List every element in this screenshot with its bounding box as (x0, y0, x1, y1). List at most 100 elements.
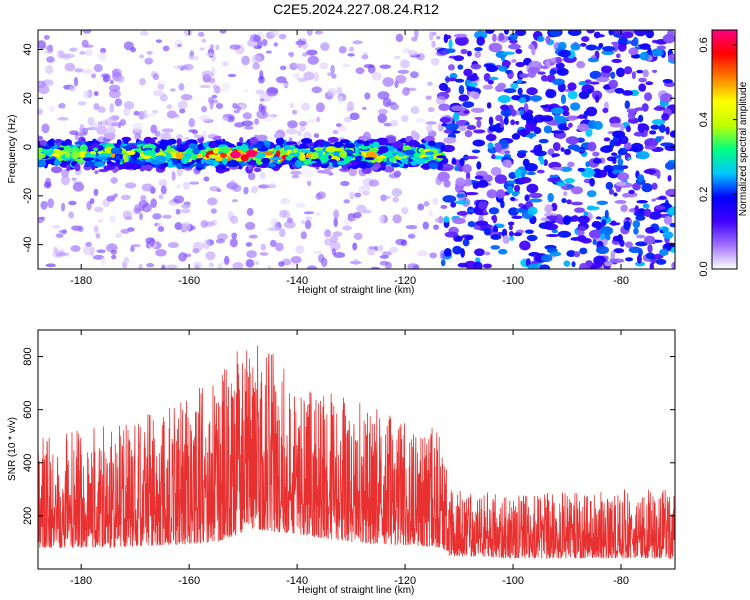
heatmap-cell (276, 76, 287, 84)
heatmap-cell (38, 146, 44, 154)
heatmap-cell (245, 242, 253, 247)
heatmap-cell (347, 53, 355, 57)
heatmap-cell (570, 42, 581, 51)
heatmap-cell (150, 124, 158, 134)
heatmap-cell (634, 107, 647, 111)
heatmap-cell (595, 34, 605, 38)
heatmap-cell (320, 42, 330, 51)
heatmap-cell (48, 105, 56, 112)
heatmap-cell (610, 71, 616, 80)
heatmap-cell (543, 125, 553, 134)
heatmap-cell (664, 161, 675, 171)
heatmap-cell (615, 53, 621, 59)
heatmap-cell (475, 220, 489, 226)
heatmap-cell (300, 102, 311, 111)
heatmap-cell (364, 92, 371, 100)
heatmap-cell (600, 232, 605, 241)
heatmap-cell (246, 39, 257, 47)
heatmap-cell (602, 46, 616, 52)
heatmap-cell (212, 84, 218, 90)
heatmap-cell (509, 39, 518, 44)
heatmap-cell (476, 180, 489, 188)
heatmap-cell (634, 261, 646, 267)
heatmap-cell (95, 232, 101, 239)
heatmap-cell (454, 165, 459, 172)
heatmap-cell (352, 211, 362, 219)
heatmap-cell (560, 147, 565, 152)
heatmap-cell (450, 201, 457, 208)
heatmap-cell (249, 159, 257, 166)
heatmap-cell (610, 250, 616, 260)
heatmap-cell (71, 177, 77, 181)
heatmap-cell (58, 229, 67, 234)
heatmap-cell (514, 184, 521, 192)
heatmap-cell (212, 147, 219, 154)
heatmap-cell (354, 146, 360, 155)
heatmap-cell (294, 160, 303, 168)
heatmap-cell (529, 149, 539, 153)
heatmap-cell (422, 221, 429, 230)
heatmap-cell (231, 232, 238, 240)
heatmap-cell (643, 168, 657, 175)
heatmap-cell (443, 247, 452, 257)
heatmap-cell (595, 245, 609, 255)
heatmap-cell (538, 138, 549, 144)
heatmap-cell (466, 50, 472, 57)
heatmap-cell (397, 152, 406, 157)
heatmap-cell (77, 101, 87, 106)
heatmap-cell (567, 82, 577, 91)
heatmap-cell (291, 174, 300, 179)
heatmap-cell (537, 71, 546, 75)
heatmap-cell (89, 150, 97, 155)
heatmap-cell (611, 58, 622, 63)
heatmap-cell (518, 203, 524, 208)
heatmap-cell (306, 30, 313, 36)
heatmap-cell (245, 149, 258, 158)
figure-title: C2E5.2024.227.08.24.R12 (273, 1, 439, 17)
heatmap-cell (361, 167, 372, 175)
heatmap-cell (130, 244, 141, 248)
heatmap-cell (141, 183, 154, 192)
snr-y-label: SNR (10 * v/v) (7, 417, 18, 481)
heatmap-cell (354, 192, 362, 198)
heatmap-cell (77, 225, 84, 233)
heatmap-cell (460, 48, 468, 55)
heatmap-cell (352, 40, 363, 45)
heatmap-cell (392, 196, 399, 203)
heatmap-cell (644, 235, 656, 245)
heatmap-cell (615, 181, 627, 187)
heatmap-cell (291, 263, 296, 267)
heatmap-cell (464, 155, 479, 160)
heatmap-cell (501, 51, 515, 55)
heatmap-cell (152, 213, 162, 220)
heatmap-cell (517, 87, 523, 96)
heatmap-cell (482, 263, 492, 269)
heatmap-cell (465, 122, 470, 126)
heatmap-cell (497, 95, 511, 104)
heatmap-cell (487, 79, 494, 85)
heatmap-cell (546, 215, 558, 221)
heatmap-cell (246, 250, 258, 259)
heatmap-cell (577, 167, 586, 172)
heatmap-cell (114, 166, 120, 172)
heatmap-cell (61, 145, 72, 152)
heatmap-cell (563, 191, 568, 197)
heatmap-cell (311, 86, 323, 94)
heatmap-cell (613, 192, 618, 197)
heatmap-cell (508, 43, 521, 50)
heatmap-cell (47, 198, 55, 209)
heatmap-cell (455, 235, 463, 242)
heatmap-cell (217, 262, 223, 269)
heatmap-cell (442, 195, 457, 203)
heatmap-cell (371, 71, 383, 81)
heatmap-cell (600, 145, 613, 153)
heatmap-cell (243, 125, 254, 130)
colorbar-gradient (711, 29, 738, 270)
heatmap-cell (504, 150, 511, 154)
colorbar-label: Normalized spectral amplitude (738, 81, 749, 216)
heatmap-cell (64, 252, 70, 257)
heatmap-cell (58, 103, 66, 109)
heatmap-cell (514, 168, 522, 179)
heatmap-cell (589, 70, 602, 80)
heatmap-cell (444, 77, 458, 82)
